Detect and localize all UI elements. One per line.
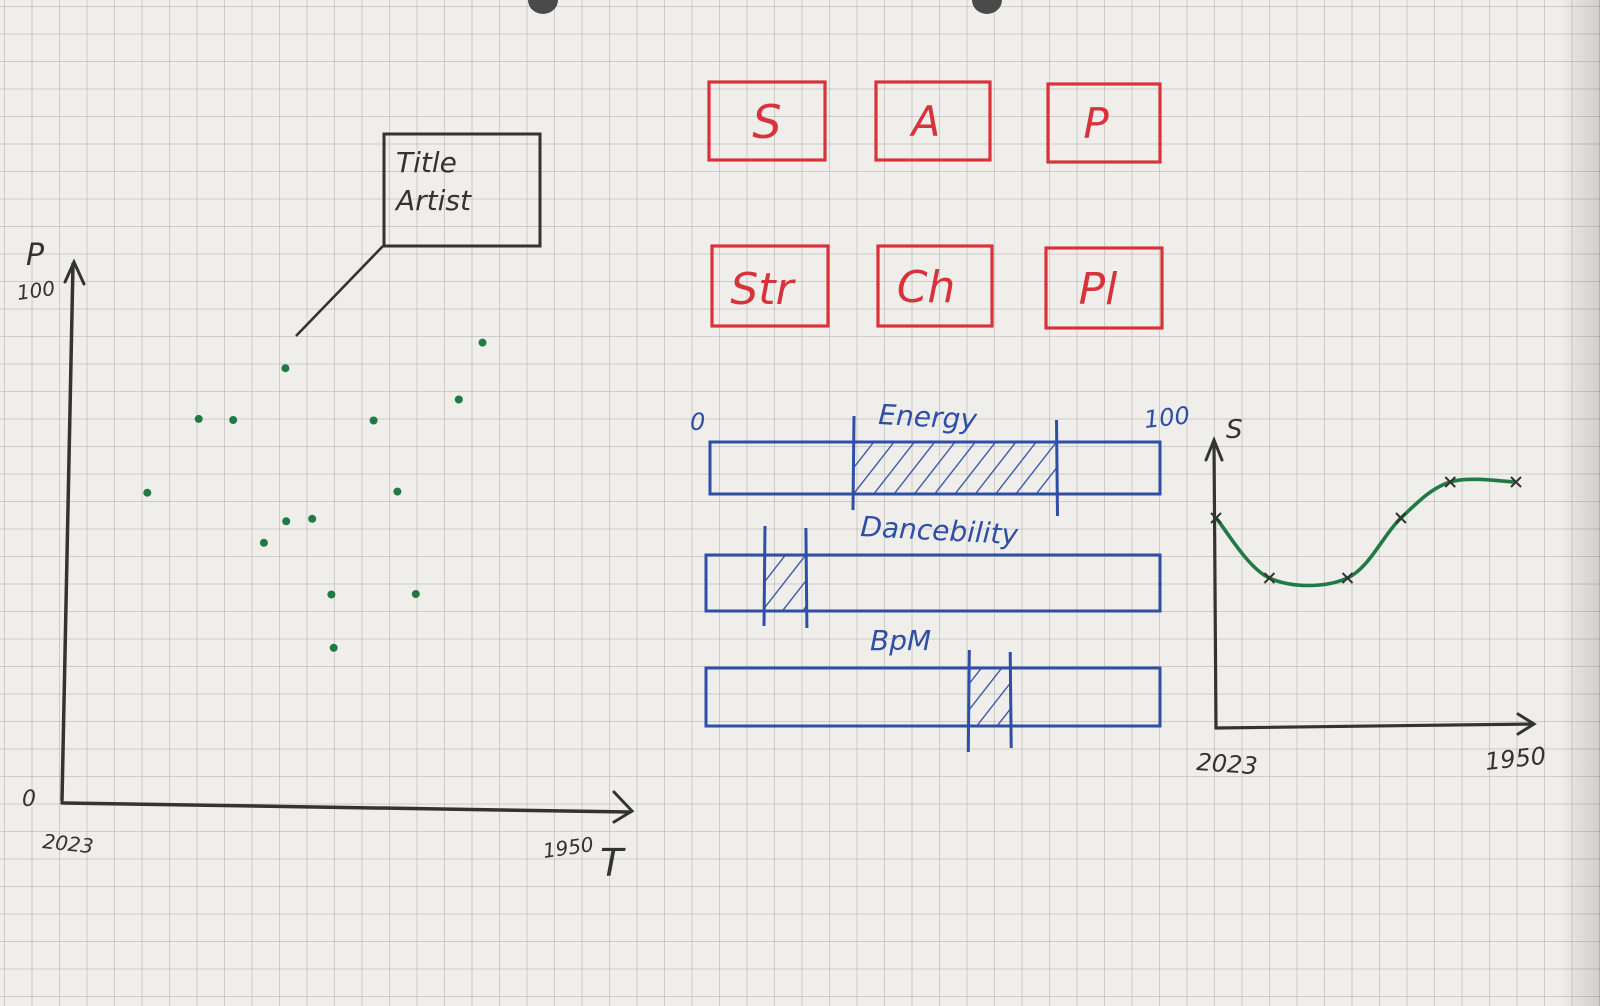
y-axis-arrowhead <box>63 258 86 286</box>
bpm-min-handle[interactable] <box>966 649 971 753</box>
punch-hole <box>972 0 1002 14</box>
tooltip-artist: Artist <box>394 184 472 217</box>
button-s-label: S <box>752 95 781 149</box>
button-pl[interactable]: Pl <box>1044 246 1164 330</box>
line-chart-x-end-label: 1950 <box>1484 742 1548 776</box>
line-point-marker <box>1341 572 1354 584</box>
slider-min-label: 0 <box>690 408 705 436</box>
scatter-point[interactable] <box>329 643 338 652</box>
tooltip-title: Title <box>396 146 457 179</box>
bpm-selected-range <box>969 668 1011 726</box>
scatter-plot: P 100 0 2023 1950 T Title Artist <box>15 132 635 885</box>
scatter-point[interactable] <box>393 487 402 496</box>
tooltip-leader-line <box>295 245 384 337</box>
scatter-point[interactable] <box>369 416 378 425</box>
scatter-point[interactable] <box>259 538 268 547</box>
button-s[interactable]: S <box>707 80 827 162</box>
line-series-path <box>1214 477 1517 588</box>
x-axis <box>60 801 632 814</box>
energy-label: Energy <box>878 398 979 436</box>
button-ch-label: Ch <box>897 262 956 313</box>
scatter-point[interactable] <box>308 514 317 523</box>
y-max-label: 100 <box>15 276 56 305</box>
line-point-marker <box>1510 476 1522 488</box>
danceability-selected-range <box>765 555 806 611</box>
line-point-marker <box>1444 476 1456 488</box>
slider-max-label: 100 <box>1143 401 1191 434</box>
x-end-label: 1950 <box>541 832 595 863</box>
bpm-slider[interactable] <box>704 649 1162 753</box>
line-point-marker <box>1210 512 1222 524</box>
button-ch[interactable]: Ch <box>876 244 994 328</box>
bpm-track <box>704 666 1162 728</box>
scatter-point[interactable] <box>478 338 487 347</box>
y-axis <box>60 262 75 802</box>
button-p-label: P <box>1083 99 1109 148</box>
x-axis-label: T <box>600 841 626 885</box>
energy-min-handle[interactable] <box>851 415 856 511</box>
line-chart-x-start-label: 2023 <box>1196 748 1259 780</box>
page-edge-shadow <box>1560 0 1600 1006</box>
energy-slider[interactable] <box>708 415 1162 517</box>
scatter-points <box>143 338 487 652</box>
scatter-point[interactable] <box>282 517 291 526</box>
line-point-marker <box>1263 572 1276 584</box>
category-button-grid: S A P Str Ch Pl <box>707 80 1164 330</box>
energy-max-handle[interactable] <box>1055 419 1059 517</box>
range-sliders: 0 100 Energy Dancebility BpM <box>690 398 1191 753</box>
x-axis-arrowhead <box>612 790 635 824</box>
scatter-point[interactable] <box>194 414 203 423</box>
x-start-label: 2023 <box>41 829 94 858</box>
line-point-marker <box>1395 512 1407 524</box>
punch-hole <box>528 0 558 14</box>
energy-selected-range <box>854 442 1057 494</box>
danceability-min-handle[interactable] <box>762 525 767 627</box>
button-str-label: Str <box>730 264 796 315</box>
line-chart-y-arrowhead <box>1204 435 1224 462</box>
bpm-label: BpM <box>870 624 931 657</box>
scatter-point[interactable] <box>327 590 336 599</box>
scatter-point[interactable] <box>229 416 238 424</box>
scatter-point[interactable] <box>454 395 463 404</box>
button-str[interactable]: Str <box>710 244 830 328</box>
line-chart-y-label: S <box>1226 415 1243 445</box>
line-chart-y-axis <box>1212 440 1218 730</box>
bpm-max-handle[interactable] <box>1008 651 1013 749</box>
tooltip-callout: Title Artist <box>295 132 542 337</box>
line-chart-x-axis <box>1214 722 1534 730</box>
line-chart-x-arrowhead <box>1516 712 1537 736</box>
button-a-label: A <box>909 97 941 146</box>
line-series <box>1210 476 1522 588</box>
tooltip-box <box>382 132 542 248</box>
danceability-slider[interactable] <box>704 525 1162 629</box>
line-chart: S 2023 1950 <box>1196 415 1548 780</box>
button-p[interactable]: P <box>1046 82 1162 164</box>
danceability-max-handle[interactable] <box>804 527 809 629</box>
scatter-point[interactable] <box>411 590 420 598</box>
danceability-track <box>704 553 1162 613</box>
scatter-point[interactable] <box>143 488 152 497</box>
button-a[interactable]: A <box>874 80 992 162</box>
y-axis-label: P <box>26 238 45 273</box>
scatter-point[interactable] <box>281 364 290 373</box>
danceability-label: Dancebility <box>860 510 1020 551</box>
button-pl-label: Pl <box>1079 264 1119 315</box>
y-min-label: 0 <box>22 787 36 812</box>
